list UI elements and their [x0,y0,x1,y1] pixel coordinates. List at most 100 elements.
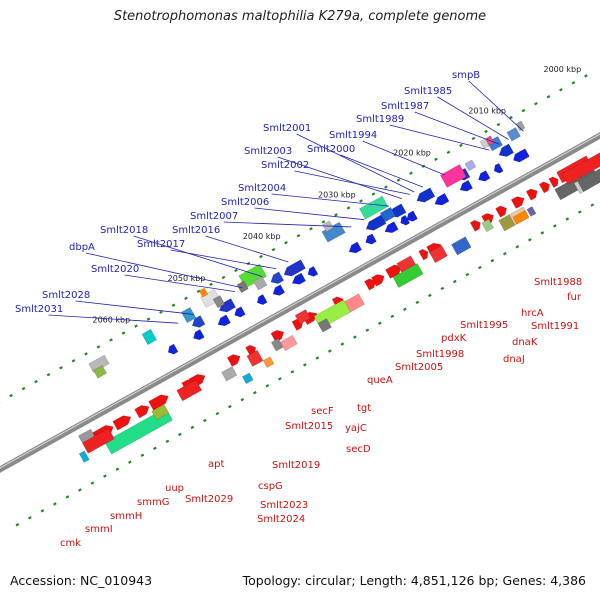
tick-mark [290,370,295,374]
reverse-gene-label: fur [567,292,582,303]
forward-label-leader [294,170,410,195]
tick-mark [90,481,95,485]
tick-mark [271,247,276,252]
tick-mark [28,516,32,520]
kbp-label: 2040 kbp [243,232,281,241]
tick-mark [378,321,382,325]
forward-label-leader [75,300,195,315]
reverse-gene-block [512,210,530,225]
tick-mark [390,314,395,318]
tick-mark [584,74,588,78]
forward-label-leader [133,235,263,277]
reverse-cds-arrow [538,181,550,194]
kbp-labels: 2000 kbp 2010 kbp 2020 kbp 2030 kbp 2040 kbp… [93,65,582,325]
forward-gene-label: Smlt2017 [137,239,185,250]
tick-mark [34,379,38,384]
forward-cds-arrow [513,151,525,163]
tick-mark [534,101,538,106]
reverse-cds-arrow [548,176,559,188]
forward-label-leader [296,133,415,193]
forward-gene-block [212,295,226,309]
forward-cds-arrow [270,271,285,284]
tick-mark [296,234,301,238]
forward-gene-label: Smlt2001 [263,123,311,134]
forward-gene-block [88,354,110,373]
tick-mark [228,404,232,409]
forward-label-leader [48,314,179,324]
tick-mark [552,224,557,228]
reverse-gene-block [81,427,115,454]
reverse-cds-arrow [510,196,525,209]
forward-gene-block [506,127,521,142]
forward-label-leader [437,96,509,140]
tick-mark [434,157,438,161]
forward-cds-arrow [478,170,491,182]
tick-mark [253,391,257,395]
forward-gene-block [515,120,526,132]
forward-gene-label: Smlt2004 [238,183,286,194]
tick-mark [215,411,220,416]
tick-mark [546,95,551,99]
forward-cds-arrow [283,259,306,277]
forward-cds-arrow [167,343,179,355]
tick-mark [109,338,113,342]
genome-backbone [0,132,600,473]
reverse-gene-label: smmI [85,524,113,535]
reverse-gene-block [561,152,600,185]
forward-gene-block [439,164,467,188]
reverse-gene-block [104,407,173,455]
forward-gene-block [141,328,157,346]
forward-cds-arrow [365,233,377,245]
forward-label-leader [468,80,524,132]
tick-mark [184,296,188,300]
reverse-gene-block [78,450,90,463]
reverse-gene-label: smmH [110,511,142,522]
forward-gene-label: Smlt1985 [404,86,452,97]
forward-cds-arrow [191,315,206,328]
tick-mark [409,171,413,175]
reverse-gene-label: Smlt2024 [257,514,305,525]
reverse-cds-arrow [525,188,538,201]
forward-cds-arrow [307,265,319,277]
tick-mark [190,425,195,430]
map-title: Stenotrophomonas maltophilia K279a, comp… [113,9,487,24]
forward-gene-label: Smlt2002 [261,160,309,171]
tick-mark [303,363,307,367]
forward-label-leader [254,207,365,221]
reverse-gene-label: hrcA [521,308,544,319]
tick-mark [452,279,457,284]
tick-mark [496,122,501,127]
reverse-cds-arrow [112,415,132,431]
tick-mark [278,377,282,381]
reverse-gene-block [481,218,495,233]
forward-gene-label: dbpA [69,242,95,253]
forward-label-leader [389,124,490,151]
reverse-gene-label: apt [208,459,224,470]
forward-gene-label: Smlt2020 [91,264,139,275]
tick-mark [540,231,545,235]
forward-cds-arrow [459,179,473,192]
tick-mark [15,523,20,527]
tick-mark [315,356,320,360]
reverse-cds-arrow [134,405,150,419]
reverse-gene-label: Smlt2019 [272,460,320,471]
tick-mark [571,81,576,85]
tick-mark [353,335,357,339]
tick-mark [65,495,70,499]
reverse-gene-label: Smlt2029 [185,494,233,505]
tick-mark [171,303,176,307]
tick-mark [84,352,88,356]
reverse-gene-block [270,338,284,352]
tick-mark [9,393,13,398]
reverse-cds-arrow [364,278,376,291]
forward-gene-label: Smlt2016 [172,225,220,236]
reverse-gene-labels: Smlt1988 fur hrcA Smlt1991 Smlt1995 dnaK pdxK S… [60,277,582,549]
tick-mark [396,178,401,182]
reverse-gene-block [429,245,448,264]
forward-gene-block [93,365,107,379]
reverse-cds-arrow [495,205,507,218]
forward-gene-label: Smlt2007 [190,211,238,222]
reverse-gene-block [396,255,416,273]
